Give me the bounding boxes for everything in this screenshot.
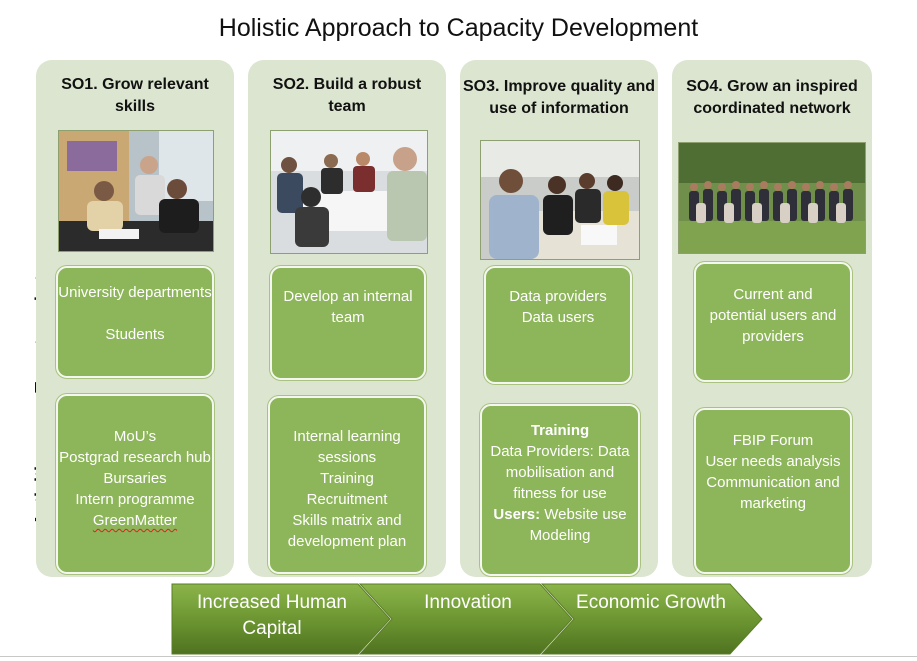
target-line: Current and potential users and provider… (709, 286, 837, 345)
photo-group (678, 142, 866, 254)
photo-meeting (270, 130, 428, 254)
activities-box-so4: FBIP Forum User needs analysis Communica… (694, 408, 852, 574)
users-prefix: Users: (493, 506, 541, 523)
photo-signing (58, 130, 214, 252)
activities-box-so3: Training Data Providers: Data mobilisati… (480, 404, 640, 576)
activity-line: Training (320, 470, 374, 487)
column-so2: SO2. Build a robust team Develop an inte… (248, 60, 446, 577)
activity-line: Modeling (529, 527, 591, 544)
target-markets-box-so1: University departments Students (56, 266, 214, 378)
chevron-human-capital (171, 583, 391, 655)
activity-line: Communication and marketing (706, 474, 840, 512)
diagram-title: Holistic Approach to Capacity Developmen… (218, 14, 699, 42)
photo-workshop (480, 140, 640, 260)
target-line: Develop an internal team (283, 288, 413, 326)
outcome-chevrons (171, 583, 763, 655)
target-markets-box-so3: Data providers Data users (484, 266, 632, 384)
column-heading: SO1. Grow relevant skills (61, 76, 209, 115)
outcome-economic-growth: Economic Growth (576, 592, 726, 613)
spacer (58, 303, 212, 324)
activity-line: Data Providers: Data mobilisation and fi… (490, 443, 630, 502)
activity-line: FBIP Forum (732, 432, 814, 449)
column-heading: SO3. Improve quality and use of informat… (462, 78, 656, 117)
activity-line: Skills matrix and development plan (287, 512, 407, 550)
activity-line: Recruitment (306, 491, 388, 508)
activity-line-greenmatter: GreenMatter (92, 512, 178, 529)
activity-line: Bursaries (103, 470, 167, 487)
activity-line: MoU’s (113, 428, 157, 445)
activity-line: Intern programme (75, 491, 195, 508)
target-line: Data users (521, 309, 595, 326)
column-heading: SO4. Grow an inspired coordinated networ… (686, 78, 858, 117)
activities-box-so2: Internal learning sessions Training Recr… (268, 396, 426, 574)
outcome-human-capital: Increased Human Capital (197, 592, 347, 639)
activity-line-users: Users: Website use (482, 504, 638, 525)
bottom-divider (0, 656, 917, 657)
column-so3: SO3. Improve quality and use of informat… (460, 60, 658, 577)
target-line: Data providers (509, 288, 607, 305)
target-line: University departments (58, 284, 212, 301)
column-heading: SO2. Build a robust team (272, 76, 422, 115)
column-so1: SO1. Grow relevant skills University dep… (36, 60, 234, 577)
chevron-economic-growth (540, 583, 763, 655)
activity-line-training: Training (530, 422, 590, 439)
activities-box-so1: MoU’s Postgrad research hub Bursaries In… (56, 394, 214, 574)
activity-line: Postgrad research hub (59, 449, 211, 466)
activity-line: Internal learning sessions (293, 428, 401, 466)
users-rest: Website use (540, 506, 627, 523)
target-markets-box-so4: Current and potential users and provider… (694, 262, 852, 382)
chevron-innovation (358, 583, 573, 655)
outcome-innovation: Innovation (424, 592, 512, 613)
target-line: Students (105, 326, 165, 343)
column-so4: SO4. Grow an inspired coordinated networ… (672, 60, 872, 577)
activity-line: User needs analysis (705, 453, 841, 470)
target-markets-box-so2: Develop an internal team (270, 266, 426, 380)
